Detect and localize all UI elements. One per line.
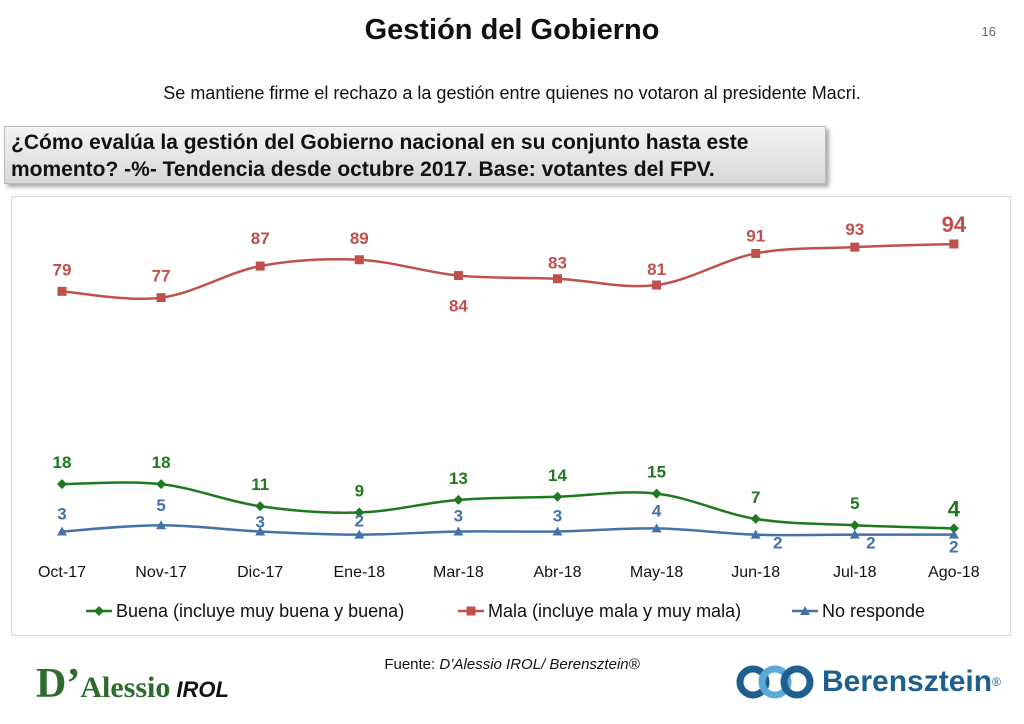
- page-title: Gestión del Gobierno: [364, 14, 660, 46]
- subtitle: Se mantiene firme el rechazo a la gestió…: [163, 83, 861, 103]
- legend-marker-2: [800, 606, 810, 615]
- data-point-2-0: [57, 526, 67, 536]
- data-label-2-7: 2: [773, 534, 782, 553]
- data-point-1-2: [255, 261, 265, 271]
- data-point-1-6: [652, 280, 662, 290]
- x-tick-label-8: Jul-18: [833, 564, 877, 581]
- data-point-2-2: [255, 526, 266, 536]
- data-point-0-4: [453, 494, 464, 505]
- data-point-0-0: [57, 479, 67, 490]
- logo-left-irol: IROL: [176, 677, 229, 702]
- data-label-0-5: 14: [548, 466, 567, 485]
- x-tick-label-6: May-18: [630, 564, 683, 581]
- data-label-0-2: 11: [251, 475, 269, 494]
- question-line-2: momento? -%- Tendencia desde octubre 201…: [11, 158, 715, 181]
- data-label-1-6: 81: [647, 260, 666, 279]
- logo-right-reg: ®: [992, 675, 1001, 689]
- data-label-0-3: 9: [355, 482, 364, 501]
- data-label-0-4: 13: [449, 469, 468, 488]
- data-point-1-1: [156, 293, 166, 303]
- data-point-2-6: [651, 523, 662, 533]
- legend-label-1: Mala (incluye mala y muy mala): [488, 601, 741, 621]
- data-point-1-7: [751, 248, 761, 258]
- data-label-2-8: 2: [866, 534, 875, 553]
- data-point-2-8: [849, 529, 860, 539]
- data-label-2-2: 3: [255, 513, 264, 532]
- dalessio-logo: D’Alessio IROL: [36, 660, 229, 708]
- x-tick-label-1: Nov-17: [135, 564, 187, 581]
- data-label-1-1: 77: [152, 267, 171, 286]
- data-point-0-6: [651, 488, 662, 499]
- x-tick-label-2: Dic-17: [237, 564, 283, 581]
- series-line-0: [61, 481, 954, 530]
- x-tick-label-3: Ene-18: [334, 564, 386, 581]
- data-point-0-1: [156, 479, 167, 490]
- question-box: ¿Cómo evalúa la gestión del Gobierno nac…: [4, 126, 826, 184]
- source-prefix: Fuente:: [384, 656, 440, 673]
- data-label-2-4: 3: [454, 507, 463, 526]
- data-point-0-5: [552, 491, 563, 502]
- page-number: 16: [981, 24, 996, 39]
- logo-left-name: Alessio: [80, 671, 171, 704]
- berensztein-logo-icon: [736, 665, 814, 699]
- data-point-2-3: [354, 529, 365, 539]
- data-label-2-3: 2: [355, 512, 364, 531]
- line-chart: 18 18 11 9 13 14 15 7 5 4 79 77 87 89 84 83 81 91 93 94 3 5 3 2…: [38, 212, 980, 621]
- data-label-1-2: 87: [251, 229, 270, 248]
- data-point-0-9: [948, 523, 959, 534]
- data-label-1-3: 89: [350, 229, 369, 248]
- data-label-1-4: 84: [449, 297, 468, 316]
- data-point-2-7: [750, 529, 761, 539]
- data-label-0-8: 5: [850, 494, 859, 513]
- logo-right-name: Berensztein: [822, 665, 993, 698]
- data-point-0-3: [354, 507, 365, 518]
- question-line-1: ¿Cómo evalúa la gestión del Gobierno nac…: [11, 131, 749, 154]
- x-tick-label-0: Oct-17: [38, 564, 86, 581]
- data-point-2-1: [156, 520, 167, 530]
- data-point-2-4: [453, 526, 464, 536]
- data-label-0-1: 18: [152, 453, 171, 472]
- chart-area: 18 18 11 9 13 14 15 7 5 4 79 77 87 89 84 83 81 91 93 94 3 5 3 2…: [11, 196, 1011, 636]
- series-line-2: [61, 523, 954, 537]
- source-text: D’Alessio IROL/ Berensztein®: [439, 656, 640, 673]
- data-point-1-8: [850, 242, 860, 252]
- data-label-1-0: 79: [53, 260, 72, 279]
- data-point-0-7: [750, 513, 761, 524]
- legend-label-0: Buena (incluye muy buena y buena): [116, 601, 404, 621]
- data-point-0-2: [255, 501, 266, 512]
- x-tick-label-4: Mar-18: [433, 564, 484, 581]
- data-label-0-0: 18: [53, 453, 72, 472]
- data-point-1-3: [354, 255, 364, 265]
- legend-marker-0: [94, 606, 104, 616]
- data-point-1-5: [553, 274, 562, 284]
- data-label-1-7: 91: [746, 226, 765, 245]
- data-point-1-0: [57, 286, 67, 296]
- legend-label-2: No responde: [822, 601, 925, 621]
- data-label-2-9: 2: [949, 538, 958, 557]
- data-label-1-8: 93: [845, 220, 864, 239]
- data-point-0-8: [849, 520, 860, 531]
- legend-marker-1: [466, 606, 476, 616]
- series-line-1: [61, 242, 954, 301]
- data-label-0-7: 7: [751, 488, 760, 507]
- data-label-2-6: 4: [652, 501, 662, 520]
- data-label-0-9: 4: [948, 496, 961, 521]
- data-point-2-5: [552, 526, 563, 536]
- x-tick-label-7: Jun-18: [731, 564, 780, 581]
- x-tick-label-5: Abr-18: [533, 564, 581, 581]
- data-point-2-9: [948, 529, 959, 539]
- source-note: Fuente: D’Alessio IROL/ Berensztein®: [0, 656, 1024, 673]
- data-point-1-9: [949, 239, 959, 249]
- logo-left-d: D’: [36, 661, 81, 707]
- x-tick-label-9: Ago-18: [928, 564, 980, 581]
- data-label-1-9: 94: [942, 212, 967, 237]
- data-label-2-0: 3: [57, 505, 66, 524]
- data-label-1-5: 83: [548, 254, 567, 273]
- berensztein-logo: Berensztein ®: [736, 660, 1001, 704]
- data-label-2-1: 5: [156, 496, 165, 515]
- data-point-1-4: [453, 271, 463, 281]
- data-label-2-5: 3: [553, 507, 562, 526]
- data-label-0-6: 15: [647, 463, 666, 482]
